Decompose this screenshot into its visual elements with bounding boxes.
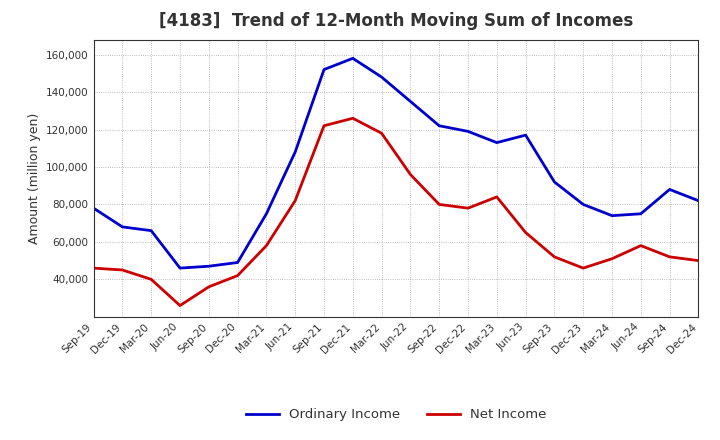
Net Income [147, 277, 156, 282]
Title: [4183]  Trend of 12-Month Moving Sum of Incomes: [4183] Trend of 12-Month Moving Sum of I… [159, 12, 633, 30]
Line: Ordinary Income: Ordinary Income [94, 59, 698, 268]
Net Income [406, 172, 415, 177]
Net Income [291, 198, 300, 203]
Ordinary Income [204, 264, 213, 269]
Ordinary Income [147, 228, 156, 233]
Ordinary Income [262, 211, 271, 216]
Net Income [521, 230, 530, 235]
Ordinary Income [694, 198, 703, 203]
Ordinary Income [464, 129, 472, 134]
Ordinary Income [118, 224, 127, 230]
Net Income [636, 243, 645, 248]
Net Income [550, 254, 559, 260]
Net Income [608, 256, 616, 261]
Net Income [694, 258, 703, 263]
Ordinary Income [89, 205, 98, 211]
Net Income [233, 273, 242, 278]
Net Income [118, 268, 127, 273]
Net Income [348, 116, 357, 121]
Net Income [377, 131, 386, 136]
Ordinary Income [492, 140, 501, 145]
Net Income [665, 254, 674, 260]
Net Income [262, 243, 271, 248]
Ordinary Income [320, 67, 328, 72]
Ordinary Income [406, 99, 415, 104]
Net Income [492, 194, 501, 200]
Ordinary Income [550, 180, 559, 185]
Ordinary Income [291, 149, 300, 154]
Ordinary Income [233, 260, 242, 265]
Net Income [464, 205, 472, 211]
Net Income [176, 303, 184, 308]
Ordinary Income [176, 265, 184, 271]
Ordinary Income [636, 211, 645, 216]
Y-axis label: Amount (million yen): Amount (million yen) [27, 113, 40, 244]
Ordinary Income [435, 123, 444, 128]
Net Income [320, 123, 328, 128]
Ordinary Income [348, 56, 357, 61]
Net Income [89, 265, 98, 271]
Ordinary Income [579, 202, 588, 207]
Ordinary Income [377, 74, 386, 80]
Ordinary Income [608, 213, 616, 218]
Ordinary Income [521, 132, 530, 138]
Legend: Ordinary Income, Net Income: Ordinary Income, Net Income [240, 403, 552, 427]
Line: Net Income: Net Income [94, 118, 698, 305]
Net Income [435, 202, 444, 207]
Net Income [579, 265, 588, 271]
Ordinary Income [665, 187, 674, 192]
Net Income [204, 284, 213, 290]
